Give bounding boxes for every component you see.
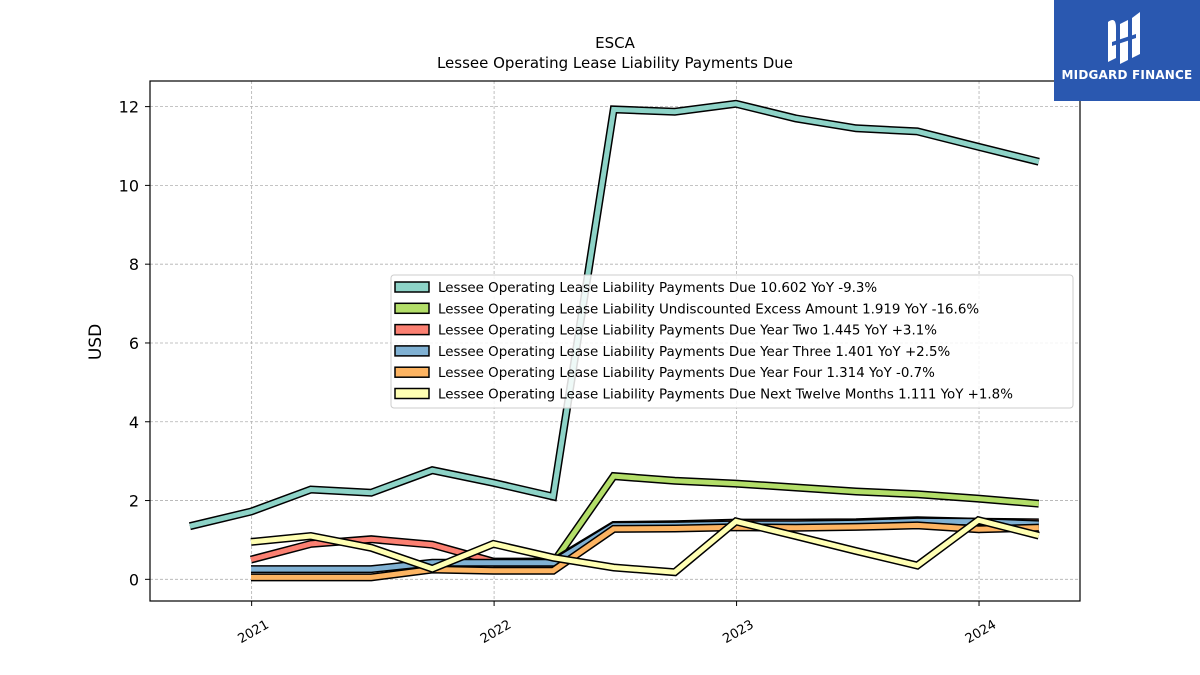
x-axis: 2021 2022 2023 2024 <box>235 601 999 647</box>
legend-swatch <box>394 345 430 357</box>
legend-label: Lessee Operating Lease Liability Payment… <box>438 366 935 381</box>
legend-swatch <box>394 281 430 293</box>
legend-item-0: Lessee Operating Lease Liability Payment… <box>394 281 877 296</box>
y-tick-label: 0 <box>129 570 139 589</box>
x-tick-label: 2022 <box>478 617 514 647</box>
series-line-1 <box>493 471 1040 567</box>
x-tick-label: 2024 <box>963 617 999 647</box>
y-axis-label: USD <box>86 324 106 360</box>
brand-logo: MIDGARD FINANCE <box>1054 0 1200 101</box>
legend-item-4: Lessee Operating Lease Liability Payment… <box>394 366 935 381</box>
chart-subtitle: Lessee Operating Lease Liability Payment… <box>437 54 793 72</box>
legend-swatch <box>394 323 430 336</box>
grid <box>150 81 1080 601</box>
legend-label: Lessee Operating Lease Liability Payment… <box>438 281 877 296</box>
midgard-logo-icon <box>1108 12 1140 64</box>
legend-item-3: Lessee Operating Lease Liability Payment… <box>394 345 950 360</box>
series-stroke <box>189 101 1040 529</box>
x-tick-label: 2023 <box>720 617 756 647</box>
legend-item-1: Lessee Operating Lease Liability Undisco… <box>394 302 979 317</box>
series-line-0 <box>188 99 1040 531</box>
y-tick-label: 8 <box>129 255 139 274</box>
legend-box <box>390 274 1074 409</box>
y-tick-label: 4 <box>129 413 139 432</box>
legend-swatch <box>394 302 430 315</box>
legend: Lessee Operating Lease Liability Payment… <box>390 274 1074 409</box>
y-tick-label: 2 <box>129 492 139 511</box>
y-axis: 0 2 4 6 8 10 12 <box>119 98 150 589</box>
y-tick-label: 6 <box>129 334 139 353</box>
y-tick-label: 12 <box>119 98 139 117</box>
series-lines <box>188 99 1040 582</box>
legend-swatch <box>394 387 430 400</box>
x-tick-label: 2021 <box>235 617 271 647</box>
series-line-4 <box>251 521 1039 582</box>
series-stroke <box>250 517 1040 575</box>
legend-item-2: Lessee Operating Lease Liability Payment… <box>394 323 937 339</box>
legend-label: Lessee Operating Lease Liability Undisco… <box>438 302 979 317</box>
legend-item-5: Lessee Operating Lease Liability Payment… <box>394 387 1013 403</box>
plot-frame <box>149 80 1081 602</box>
series-line-5 <box>250 515 1040 577</box>
series-stroke <box>251 522 1039 580</box>
legend-swatch <box>394 366 430 378</box>
brand-logo-text: MIDGARD FINANCE <box>1061 68 1193 82</box>
series-stroke <box>493 473 1040 566</box>
legend-label: Lessee Operating Lease Liability Payment… <box>438 324 937 339</box>
chart-title: ESCA <box>595 34 635 52</box>
y-tick-label: 10 <box>119 176 139 195</box>
legend-label: Lessee Operating Lease Liability Payment… <box>438 345 950 360</box>
legend-label: Lessee Operating Lease Liability Payment… <box>438 388 1013 403</box>
